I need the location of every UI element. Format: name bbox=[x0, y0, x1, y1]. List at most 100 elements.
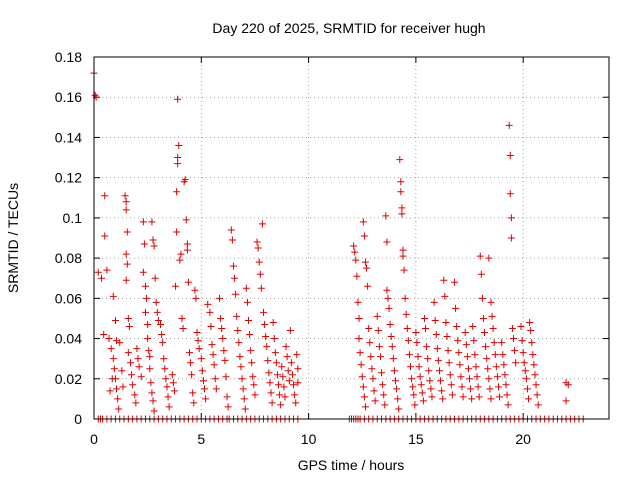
data-point bbox=[128, 371, 136, 379]
data-point bbox=[404, 337, 412, 345]
data-point bbox=[175, 141, 183, 149]
data-point bbox=[437, 377, 445, 385]
data-point bbox=[101, 192, 109, 200]
data-point bbox=[105, 335, 113, 343]
data-point bbox=[454, 337, 462, 345]
data-point bbox=[165, 403, 173, 411]
data-point bbox=[94, 268, 102, 276]
data-point bbox=[361, 258, 369, 266]
data-point bbox=[238, 375, 246, 383]
data-point bbox=[470, 337, 478, 345]
data-point bbox=[531, 371, 539, 379]
data-point bbox=[125, 322, 133, 330]
y-tick-label: 0.12 bbox=[55, 170, 82, 186]
data-point bbox=[108, 375, 116, 383]
chart-title: Day 220 of 2025, SRMTID for receiver hug… bbox=[212, 20, 485, 36]
data-point bbox=[285, 377, 293, 385]
data-point bbox=[426, 377, 434, 385]
data-point bbox=[126, 359, 134, 367]
data-point bbox=[261, 320, 269, 328]
data-point bbox=[354, 298, 362, 306]
data-point bbox=[198, 367, 206, 375]
data-point bbox=[504, 401, 512, 409]
data-point bbox=[119, 383, 127, 391]
x-axis-label: GPS time / hours bbox=[298, 457, 405, 473]
data-point bbox=[399, 246, 407, 254]
data-point bbox=[506, 152, 514, 160]
plot-frame bbox=[93, 56, 610, 420]
data-point bbox=[197, 355, 205, 363]
data-point bbox=[463, 353, 471, 361]
data-point bbox=[146, 365, 154, 373]
data-point bbox=[253, 238, 261, 246]
data-point bbox=[435, 367, 443, 375]
data-point bbox=[358, 373, 366, 381]
data-point bbox=[453, 322, 461, 330]
data-point bbox=[260, 308, 268, 316]
data-point bbox=[371, 397, 379, 405]
data-point bbox=[562, 397, 570, 405]
y-tick-label: 0 bbox=[74, 411, 82, 427]
data-point bbox=[491, 351, 499, 359]
data-point bbox=[248, 359, 256, 367]
data-point bbox=[209, 351, 217, 359]
data-point bbox=[365, 325, 373, 332]
data-point bbox=[448, 391, 456, 399]
data-point bbox=[269, 318, 277, 326]
data-point bbox=[290, 381, 298, 389]
data-point bbox=[188, 371, 196, 379]
data-point bbox=[511, 347, 519, 355]
data-point bbox=[461, 329, 469, 337]
data-point bbox=[368, 365, 376, 373]
data-point bbox=[280, 383, 288, 391]
data-point bbox=[217, 314, 225, 322]
data-point bbox=[407, 363, 415, 371]
data-point bbox=[474, 383, 482, 391]
data-point bbox=[357, 361, 365, 369]
data-point bbox=[385, 304, 393, 312]
data-point bbox=[419, 397, 427, 405]
data-point bbox=[488, 312, 496, 320]
data-point bbox=[101, 232, 109, 240]
data-point bbox=[148, 218, 156, 226]
data-point bbox=[190, 399, 198, 407]
data-point bbox=[122, 276, 130, 284]
data-point bbox=[149, 397, 157, 405]
data-point bbox=[222, 373, 230, 381]
data-point bbox=[402, 310, 410, 318]
data-point bbox=[367, 353, 375, 361]
data-point bbox=[534, 401, 542, 409]
data-point bbox=[382, 212, 390, 220]
data-point bbox=[464, 365, 472, 373]
data-point bbox=[212, 385, 220, 393]
data-point bbox=[401, 294, 409, 302]
data-point bbox=[388, 343, 396, 351]
data-point bbox=[523, 385, 531, 393]
data-point bbox=[457, 373, 465, 381]
data-point bbox=[140, 240, 148, 248]
data-point bbox=[178, 314, 186, 322]
data-point bbox=[100, 331, 108, 339]
data-point bbox=[121, 192, 129, 200]
data-point bbox=[146, 353, 154, 361]
data-points bbox=[90, 69, 587, 423]
data-point bbox=[133, 345, 141, 353]
data-point bbox=[445, 359, 453, 367]
data-point bbox=[193, 329, 201, 337]
data-point bbox=[144, 335, 152, 343]
data-point bbox=[123, 260, 131, 268]
x-tick-label: 10 bbox=[301, 431, 317, 447]
data-point bbox=[487, 395, 495, 403]
data-point bbox=[240, 395, 248, 403]
data-point bbox=[246, 331, 254, 339]
data-point bbox=[374, 327, 382, 335]
data-point bbox=[249, 373, 257, 381]
data-point bbox=[147, 379, 155, 387]
data-point bbox=[440, 276, 448, 284]
data-point bbox=[201, 385, 209, 393]
data-point bbox=[242, 284, 250, 292]
data-point bbox=[433, 345, 441, 353]
data-point bbox=[533, 391, 541, 399]
data-point bbox=[237, 363, 245, 371]
data-point bbox=[486, 385, 494, 393]
